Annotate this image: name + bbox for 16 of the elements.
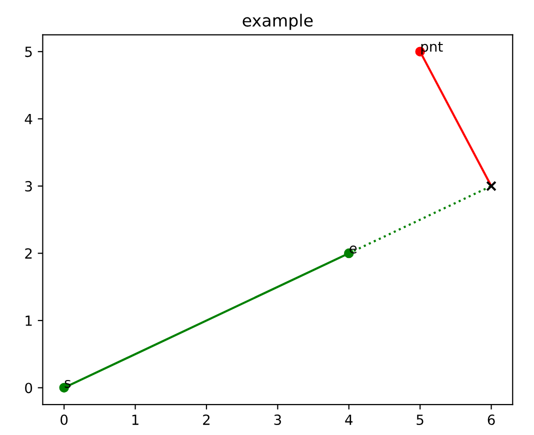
annotation: pnt	[421, 42, 443, 54]
x-tick-label: 1	[132, 414, 138, 425]
chart-title: example	[242, 14, 313, 30]
y-tick-label: 5	[25, 46, 32, 58]
y-tick-label: 4	[24, 114, 32, 124]
x-tick-label: 5	[416, 414, 424, 426]
x-tick-label: 6	[488, 414, 495, 426]
x-tick-label: 4	[345, 414, 353, 425]
x-tick-label: 2	[203, 414, 210, 425]
x-tick-label: 0	[60, 414, 68, 426]
y-tick-label: 1	[26, 316, 32, 326]
y-tick-label: 2	[25, 248, 32, 259]
point	[486, 180, 496, 192]
y-tick-label: 3	[25, 181, 32, 192]
x-tick-label: 3	[274, 414, 281, 426]
y-tick-label: 0	[25, 382, 32, 394]
